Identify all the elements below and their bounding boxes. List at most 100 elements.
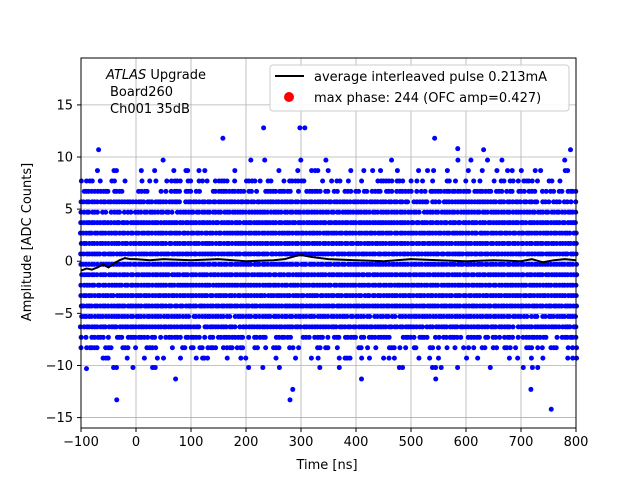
sample-point bbox=[278, 209, 284, 215]
sample-point bbox=[328, 199, 334, 205]
sample-point bbox=[268, 178, 274, 184]
sample-point bbox=[97, 251, 103, 257]
sample-point bbox=[289, 251, 295, 257]
sample-point bbox=[366, 293, 372, 299]
sample-point bbox=[186, 313, 192, 319]
sample-point bbox=[289, 199, 295, 205]
sample-point bbox=[110, 293, 116, 299]
sample-point bbox=[171, 282, 177, 288]
sample-point bbox=[168, 188, 174, 194]
sample-point bbox=[128, 209, 134, 215]
sample-point bbox=[436, 334, 442, 340]
sample-point bbox=[425, 168, 431, 174]
sample-point bbox=[422, 188, 428, 194]
sample-point bbox=[466, 282, 472, 288]
sample-point-outlier bbox=[568, 147, 573, 153]
sample-point bbox=[339, 293, 345, 299]
sample-point bbox=[520, 251, 526, 257]
sample-point bbox=[248, 188, 254, 194]
sample-point bbox=[212, 199, 218, 205]
sample-point bbox=[494, 168, 500, 174]
sample-point bbox=[443, 261, 449, 267]
sample-point bbox=[193, 251, 199, 257]
sample-point bbox=[512, 230, 518, 236]
sample-point bbox=[366, 209, 372, 215]
sample-point bbox=[89, 178, 95, 184]
sample-point bbox=[407, 272, 413, 278]
sample-point bbox=[372, 230, 378, 236]
sample-point bbox=[199, 230, 205, 236]
sample-point bbox=[540, 251, 546, 257]
sample-point bbox=[388, 230, 394, 236]
sample-point bbox=[325, 188, 331, 194]
sample-point bbox=[497, 334, 503, 340]
sample-point bbox=[532, 168, 538, 174]
sample-point bbox=[421, 293, 427, 299]
sample-point bbox=[361, 334, 367, 340]
sample-point bbox=[245, 199, 251, 205]
sample-point bbox=[163, 241, 169, 247]
sample-point bbox=[479, 168, 485, 174]
sample-point bbox=[306, 334, 312, 340]
sample-point bbox=[110, 251, 116, 257]
sample-point bbox=[485, 230, 491, 236]
x-axis-label: Time [ns] bbox=[295, 458, 357, 473]
sample-point bbox=[528, 313, 534, 319]
sample-point bbox=[419, 251, 425, 257]
sample-point bbox=[375, 209, 381, 215]
sample-point bbox=[213, 345, 219, 351]
sample-point bbox=[523, 199, 529, 205]
sample-point bbox=[408, 188, 414, 194]
sample-point bbox=[529, 365, 535, 371]
sample-point bbox=[177, 334, 183, 340]
sample-point bbox=[484, 261, 490, 267]
sample-point bbox=[570, 355, 576, 361]
sample-point bbox=[377, 188, 383, 194]
sample-point bbox=[556, 199, 562, 205]
sample-point bbox=[223, 324, 229, 330]
sample-point bbox=[539, 188, 545, 194]
sample-point bbox=[449, 241, 455, 247]
sample-point bbox=[561, 313, 567, 319]
sample-point bbox=[454, 334, 460, 340]
sample-point bbox=[432, 334, 438, 340]
sample-point bbox=[300, 293, 306, 299]
sample-point-outlier bbox=[433, 376, 439, 382]
sample-point bbox=[306, 241, 312, 247]
sample-point bbox=[164, 178, 170, 184]
sample-point bbox=[430, 178, 436, 184]
sample-point bbox=[212, 261, 218, 267]
sample-point bbox=[468, 241, 474, 247]
sample-point bbox=[237, 251, 243, 257]
sample-point bbox=[315, 355, 321, 361]
sample-point bbox=[133, 261, 139, 267]
sample-point bbox=[125, 345, 131, 351]
sample-point bbox=[347, 199, 353, 205]
sample-point bbox=[405, 241, 411, 247]
sample-point bbox=[348, 188, 354, 194]
sample-point bbox=[336, 334, 342, 340]
sample-point bbox=[443, 334, 449, 340]
sample-point bbox=[97, 282, 103, 288]
sample-point bbox=[185, 168, 191, 174]
sample-point bbox=[494, 345, 500, 351]
sample-point bbox=[209, 241, 215, 247]
y-tick-label: −15 bbox=[46, 411, 73, 426]
sample-point bbox=[526, 178, 532, 184]
sample-point bbox=[493, 199, 499, 205]
sample-point bbox=[130, 272, 136, 278]
sample-point bbox=[147, 178, 153, 184]
x-tick-label: 400 bbox=[344, 435, 369, 450]
sample-point bbox=[141, 355, 147, 361]
sample-point bbox=[473, 220, 479, 226]
sample-point bbox=[369, 324, 375, 330]
sample-point bbox=[402, 209, 408, 215]
sample-point bbox=[501, 313, 507, 319]
sample-point bbox=[163, 188, 169, 194]
sample-point bbox=[386, 355, 392, 361]
sample-point bbox=[529, 345, 535, 351]
sample-point bbox=[455, 157, 461, 163]
sample-point bbox=[353, 334, 359, 340]
sample-point bbox=[405, 261, 411, 267]
sample-point-outlier bbox=[455, 146, 461, 152]
